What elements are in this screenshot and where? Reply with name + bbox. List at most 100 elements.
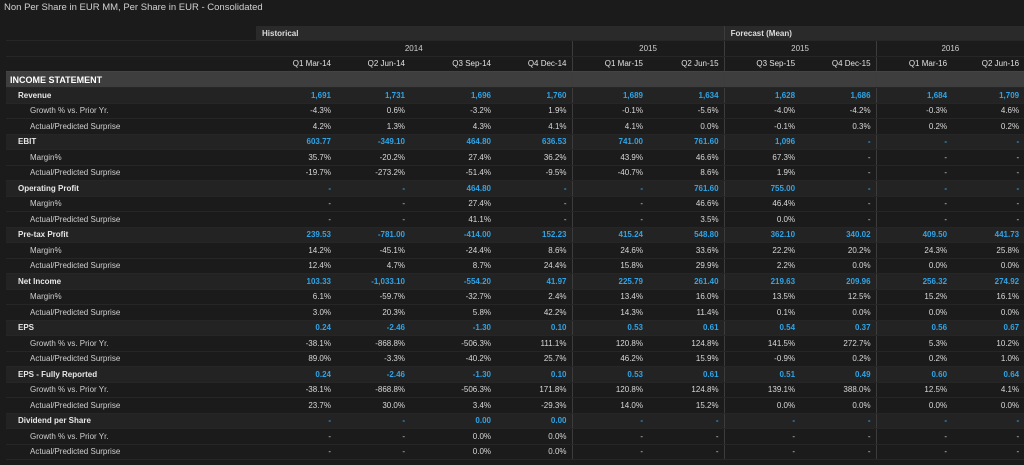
value-cell: 41.1% — [410, 211, 496, 228]
value-cell: 0.0% — [952, 258, 1024, 274]
metric-row[interactable]: EPS - Fully Reported 0.24 -2.46 -1.30 0.10 0.… — [6, 366, 1024, 383]
value-cell: 0.67 — [952, 320, 1024, 336]
value-cell: 3.4% — [410, 397, 496, 414]
value-cell: 36.2% — [496, 149, 572, 166]
value-cell: 2.2% — [723, 258, 801, 274]
value-cell: 15.2% — [875, 289, 953, 305]
sub-metric-row[interactable]: Actual/Predicted Surprise 4.2% 1.3% 4.3% 4.1… — [6, 118, 1024, 135]
quarter-header[interactable]: Q3 Sep-14 — [410, 56, 496, 72]
value-cell: 6.1% — [256, 289, 336, 305]
value-cell: 27.4% — [410, 149, 496, 166]
value-cell: 120.8% — [571, 335, 648, 352]
value-cell: 1,096 — [723, 134, 801, 150]
value-cell: -868.8% — [336, 335, 410, 352]
quarter-header[interactable]: Q1 Mar-14 — [256, 56, 336, 72]
value-cell: - — [256, 428, 336, 445]
value-cell: 0.0% — [410, 444, 496, 460]
metric-row[interactable]: Pre-tax Profit 239.53 -781.00 -414.00 152.23… — [6, 227, 1024, 243]
value-cell: - — [256, 413, 336, 429]
value-cell: 4.3% — [410, 118, 496, 135]
value-cell: 124.8% — [648, 335, 725, 352]
value-cell: - — [648, 428, 725, 445]
value-cell: 67.3% — [723, 149, 801, 166]
metric-row[interactable]: EPS 0.24 -2.46 -1.30 0.10 0.53 0.61 0.54 0.37 0.5… — [6, 320, 1024, 336]
group-header-row: Historical Forecast (Mean) — [6, 26, 1024, 41]
value-cell: -40.2% — [410, 351, 496, 367]
sub-metric-row[interactable]: Margin% - -27.4% - -46.6% 46.4% - - - — [6, 196, 1024, 212]
value-cell: -1.30 — [410, 320, 496, 336]
metric-row[interactable]: Operating Profit - -464.80- -761.60 755.00- -… — [6, 180, 1024, 197]
metric-row[interactable]: Net Income 103.33 -1,033.10 -554.20 41.97 225… — [6, 273, 1024, 290]
quarter-header[interactable]: Q1 Mar-16 — [875, 56, 953, 72]
value-cell: - — [952, 149, 1024, 166]
metric-row[interactable]: EBIT 603.77 -349.10 464.80 636.53 741.00 761.6… — [6, 134, 1024, 150]
value-cell: 219.63 — [723, 273, 801, 290]
row-label: EBIT — [6, 134, 256, 150]
value-cell: - — [800, 196, 877, 212]
value-cell: 1.0% — [952, 351, 1024, 367]
sub-metric-row[interactable]: Margin% 14.2% -45.1% -24.4% 8.6% 24.6% 33.6% 22… — [6, 242, 1024, 259]
value-cell: - — [256, 211, 336, 228]
value-cell: 636.53 — [496, 134, 572, 150]
quarter-header[interactable]: Q1 Mar-15 — [571, 56, 648, 72]
value-cell: - — [496, 211, 572, 228]
value-cell: - — [875, 180, 953, 197]
value-cell: 4.2% — [256, 118, 336, 135]
metric-row[interactable]: Revenue 1,691 1,731 1,696 1,760 1,689 1,634 1,6… — [6, 87, 1024, 104]
value-cell: 33.6% — [648, 242, 725, 259]
sub-metric-row[interactable]: Actual/Predicted Surprise - -41.1% - -3.5% 0.… — [6, 211, 1024, 228]
row-label: Dividend per Share — [6, 413, 256, 429]
value-cell: 171.8% — [496, 382, 572, 398]
value-cell: 0.0% — [800, 258, 877, 274]
sub-metric-row[interactable]: Growth % vs. Prior Yr. - -0.0% 0.0% - - - - - - — [6, 428, 1024, 445]
sub-metric-row[interactable]: Growth % vs. Prior Yr. -4.3% 0.6% -3.2% 1.9%… — [6, 103, 1024, 119]
value-cell: 27.4% — [410, 196, 496, 212]
value-cell: 111.1% — [496, 335, 572, 352]
quarter-header[interactable]: Q2 Jun-14 — [336, 56, 410, 72]
value-cell: -4.0% — [723, 103, 801, 119]
value-cell: 1.9% — [496, 103, 572, 119]
quarter-header[interactable]: Q3 Sep-15 — [723, 56, 801, 72]
value-cell: -4.3% — [256, 103, 336, 119]
sub-metric-row[interactable]: Growth % vs. Prior Yr. -38.1% -868.8% -506.… — [6, 382, 1024, 398]
value-cell: -20.2% — [336, 149, 410, 166]
value-cell: 12.4% — [256, 258, 336, 274]
value-cell: 441.73 — [952, 227, 1024, 243]
value-cell: - — [723, 444, 801, 460]
value-cell: - — [496, 196, 572, 212]
sub-metric-row[interactable]: Actual/Predicted Surprise 89.0% -3.3% -40.2… — [6, 351, 1024, 367]
sub-metric-row[interactable]: Actual/Predicted Surprise -19.7% -273.2% -5… — [6, 165, 1024, 181]
value-cell: -40.7% — [571, 165, 648, 181]
value-cell: - — [571, 180, 648, 197]
quarter-header-row: Q1 Mar-14 Q2 Jun-14 Q3 Sep-14 Q4 Dec-14 … — [6, 56, 1024, 72]
value-cell: 24.4% — [496, 258, 572, 274]
quarter-header[interactable]: Q4 Dec-14 — [496, 56, 572, 72]
sub-metric-row[interactable]: Actual/Predicted Surprise 3.0% 20.3% 5.8% 42… — [6, 304, 1024, 321]
metric-row[interactable]: Dividend per Share - -0.00 0.00- - - - - - — [6, 413, 1024, 429]
value-cell: 1,760 — [496, 87, 572, 104]
quarter-header[interactable]: Q2 Jun-15 — [648, 56, 725, 72]
value-cell: 141.5% — [723, 335, 801, 352]
sub-metric-row[interactable]: Actual/Predicted Surprise 23.7% 30.0% 3.4% -… — [6, 397, 1024, 414]
value-cell: 4.1% — [952, 382, 1024, 398]
sub-metric-row[interactable]: Margin% 6.1% -59.7% -32.7% 2.4% 13.4% 16.0% 13.… — [6, 289, 1024, 305]
sub-metric-row[interactable]: Margin% 35.7% -20.2% 27.4% 36.2% 43.9% 46.6% 67… — [6, 149, 1024, 166]
value-cell: 2.4% — [496, 289, 572, 305]
value-cell: 1,628 — [723, 87, 801, 104]
value-cell: 14.2% — [256, 242, 336, 259]
value-cell: -273.2% — [336, 165, 410, 181]
quarter-header[interactable]: Q2 Jun-16 — [952, 56, 1024, 72]
sub-metric-row[interactable]: Actual/Predicted Surprise - -0.0% 0.0% - - - - -… — [6, 444, 1024, 460]
value-cell: 139.1% — [723, 382, 801, 398]
value-cell: 0.53 — [571, 366, 648, 383]
section-header-row: INCOME STATEMENT — [6, 71, 1024, 88]
quarter-header[interactable]: Q4 Dec-15 — [800, 56, 877, 72]
value-cell: 20.3% — [336, 304, 410, 321]
sub-metric-row[interactable]: Growth % vs. Prior Yr. -38.1% -868.8% -506.… — [6, 335, 1024, 352]
value-cell: 261.40 — [648, 273, 725, 290]
sub-metric-row[interactable]: Actual/Predicted Surprise 12.4% 4.7% 8.7% 24… — [6, 258, 1024, 274]
value-cell: 8.7% — [410, 258, 496, 274]
value-cell: -9.5% — [496, 165, 572, 181]
value-cell: - — [723, 413, 801, 429]
value-cell: 0.0% — [952, 304, 1024, 321]
